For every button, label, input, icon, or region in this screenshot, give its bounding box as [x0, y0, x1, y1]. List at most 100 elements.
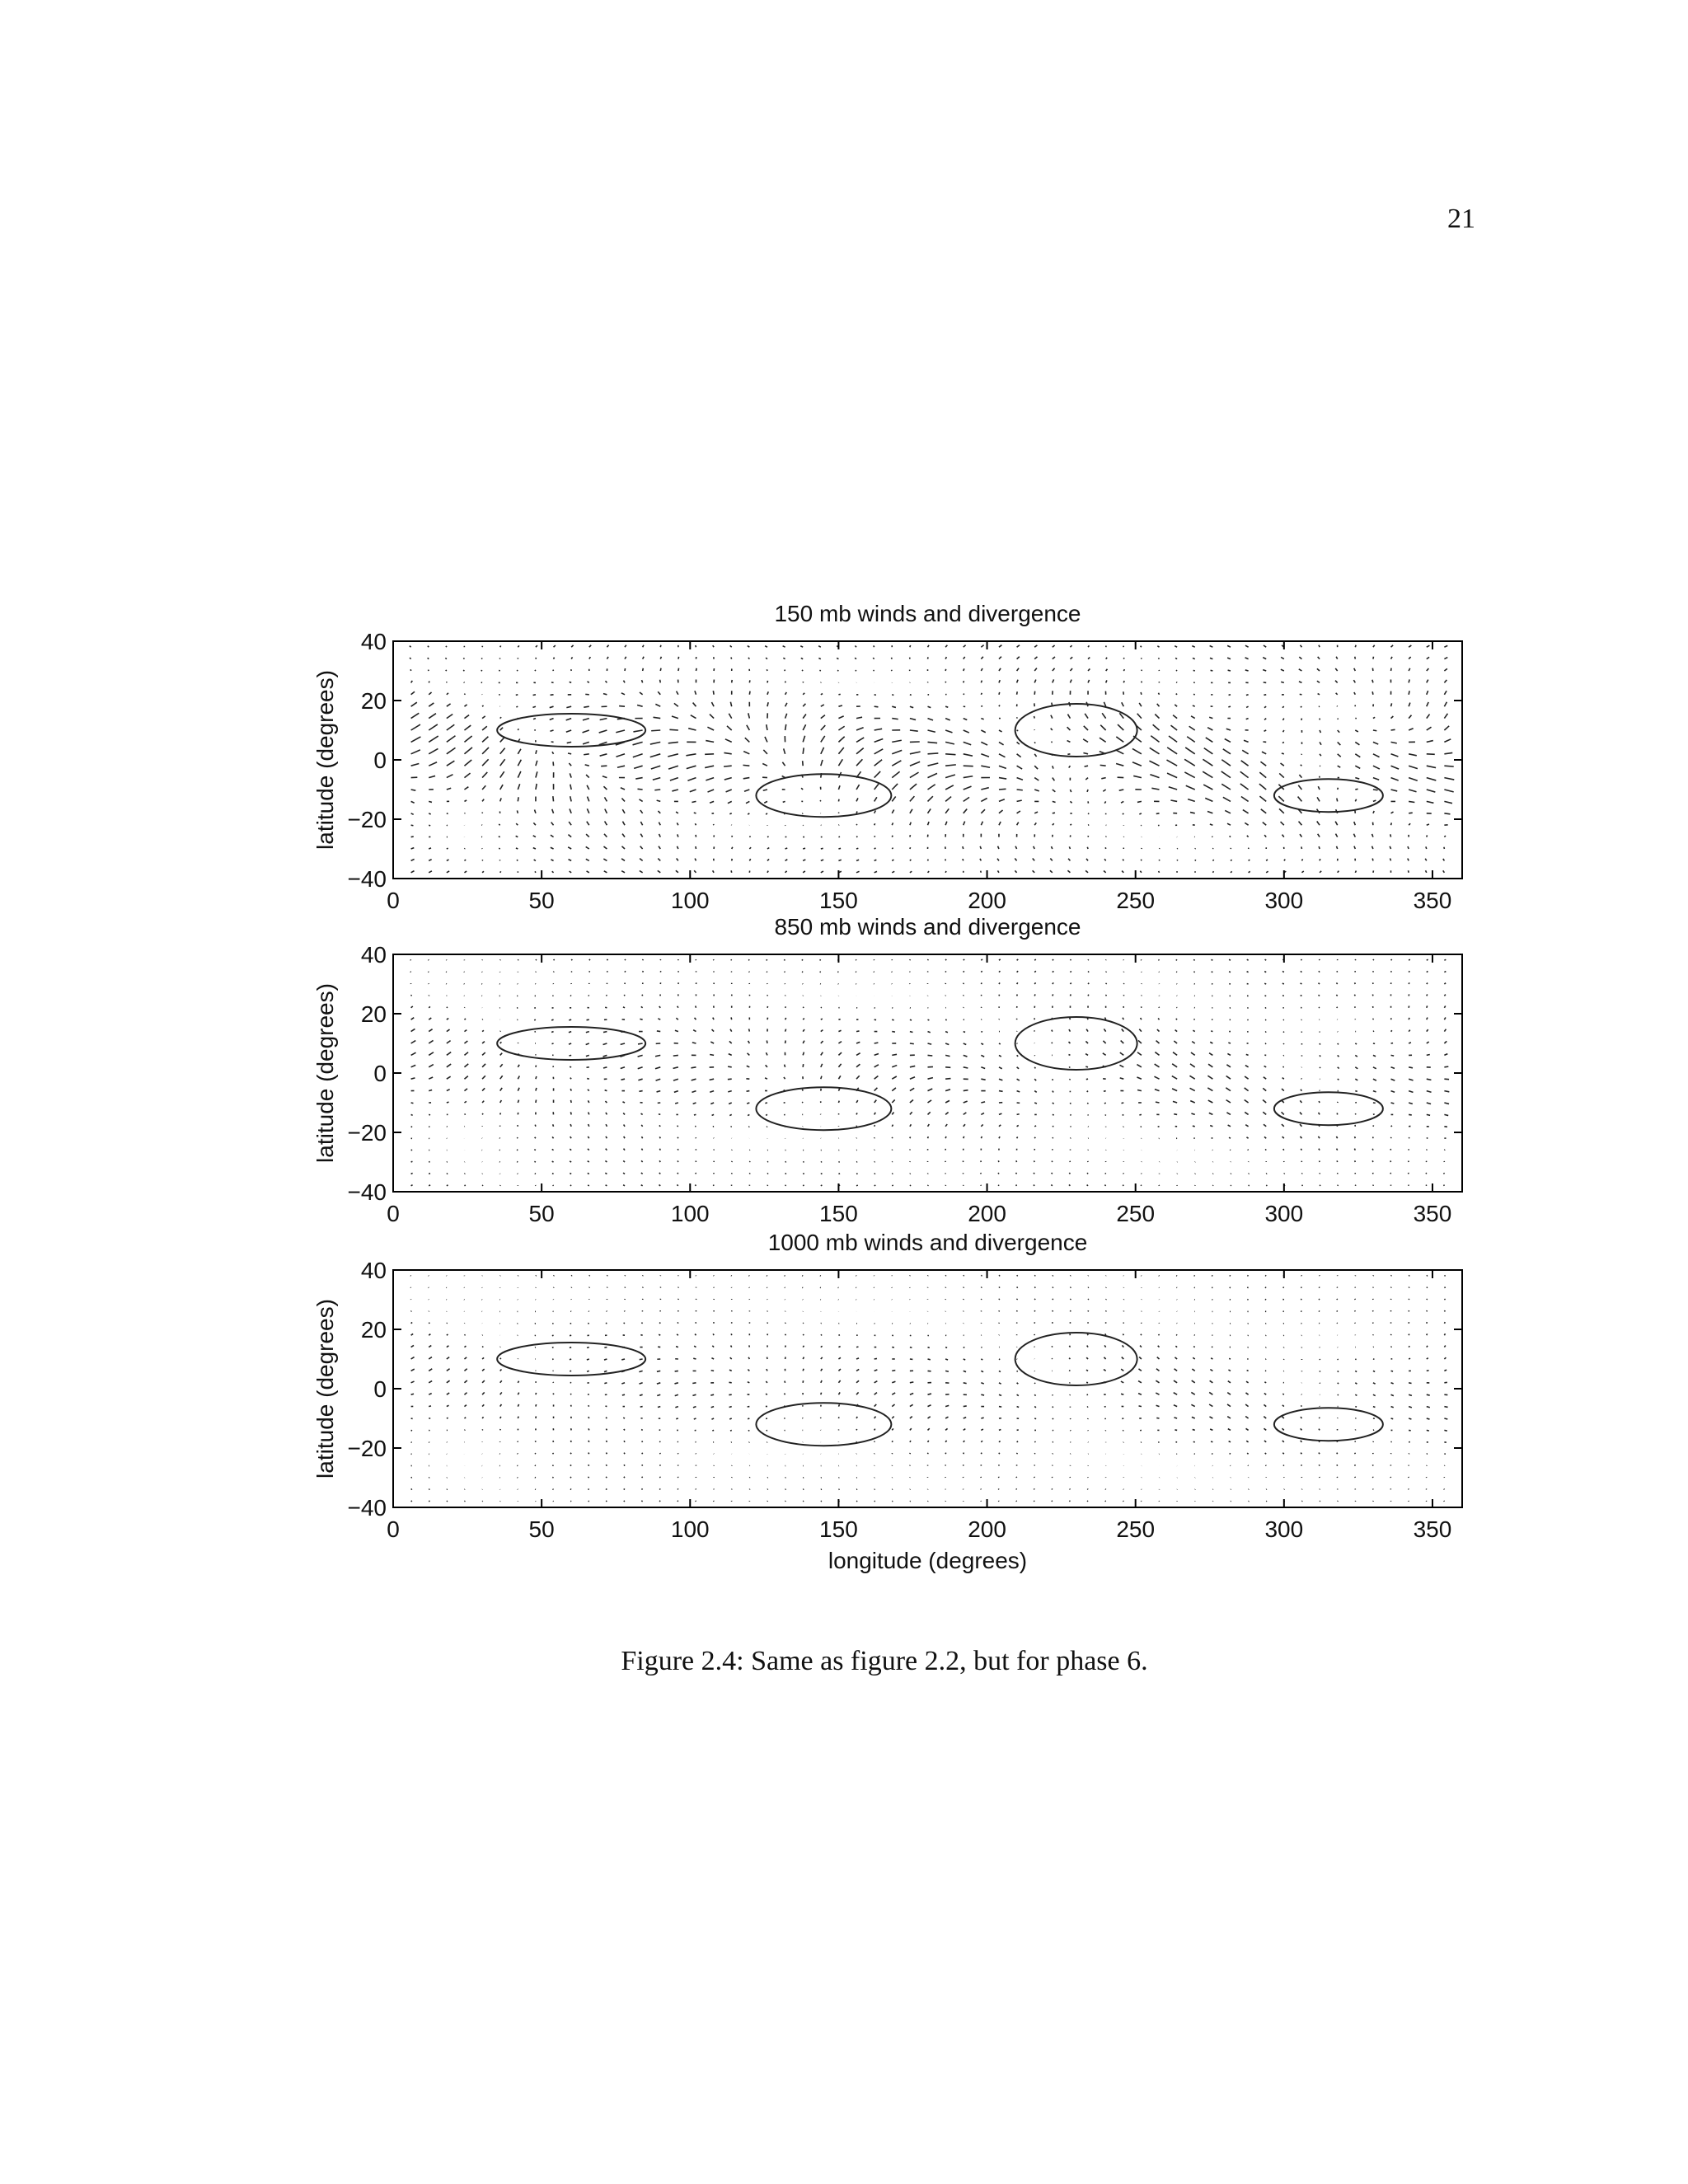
wind-vector [963, 775, 973, 779]
wind-vector [623, 1440, 626, 1443]
wind-vector [837, 725, 846, 731]
wind-vector [727, 800, 733, 804]
wind-vector [582, 717, 590, 721]
wind-vector [837, 799, 840, 802]
wind-vector [801, 1089, 804, 1091]
wind-vector [874, 738, 884, 743]
wind-vector [1016, 1286, 1019, 1289]
wind-vector [706, 776, 715, 781]
wind-vector [1069, 679, 1072, 683]
wind-vector [1444, 789, 1454, 793]
wind-vector [710, 1405, 715, 1408]
wind-vector [652, 776, 661, 781]
wind-vector [891, 1392, 896, 1395]
wind-vector [1170, 724, 1178, 731]
wind-vector [605, 1440, 608, 1443]
wind-vector [1353, 1148, 1357, 1151]
wind-vector [1184, 747, 1196, 755]
wind-vector [1264, 1381, 1267, 1384]
wind-vector [729, 1357, 733, 1360]
wind-vector [481, 747, 490, 755]
wind-vector [1443, 690, 1447, 696]
wind-vector [1192, 1357, 1196, 1360]
wind-vector [632, 753, 643, 758]
wind-vector [945, 1404, 950, 1408]
wind-vector [711, 869, 715, 874]
wind-vector [1104, 1113, 1107, 1116]
wind-vector [586, 808, 590, 814]
wind-vector [1069, 1298, 1071, 1301]
wind-vector [1354, 1298, 1357, 1301]
wind-vector [636, 704, 643, 707]
wind-vector [926, 1111, 931, 1115]
wind-vector [586, 796, 590, 802]
wind-vector [1087, 1298, 1090, 1301]
wind-vector [909, 761, 921, 766]
wind-vector [909, 859, 912, 861]
wind-vector [534, 1452, 537, 1455]
wind-vector [410, 1064, 416, 1068]
wind-vector [1120, 1380, 1124, 1384]
wind-vector [1034, 789, 1039, 792]
wind-vector [1444, 1429, 1447, 1432]
wind-vector [1015, 1500, 1018, 1502]
wind-vector [570, 1428, 572, 1431]
wind-vector [998, 994, 1001, 996]
wind-vector [891, 1160, 893, 1163]
wind-vector [1085, 1052, 1089, 1057]
wind-vector [1121, 1028, 1124, 1033]
wind-vector [1014, 858, 1018, 861]
wind-vector [746, 1065, 750, 1068]
wind-vector [1283, 859, 1286, 861]
wind-vector [1245, 705, 1249, 709]
wind-vector [1390, 776, 1399, 781]
wind-vector [945, 1440, 948, 1443]
wind-vector [603, 1066, 607, 1069]
wind-vector [534, 1030, 537, 1033]
wind-vector [1426, 644, 1430, 648]
wind-vector [909, 717, 917, 721]
wind-vector [428, 1028, 434, 1033]
wind-vector [909, 729, 918, 733]
wind-vector [1426, 1113, 1431, 1117]
wind-vector [1372, 870, 1375, 873]
wind-vector [783, 1113, 785, 1116]
wind-vector [588, 958, 591, 961]
wind-vector [588, 1440, 590, 1443]
wind-vector [1085, 1357, 1089, 1360]
wind-vector [1104, 680, 1108, 683]
wind-vector [981, 1054, 985, 1057]
wind-vector [1354, 1066, 1358, 1070]
x-axis-label: longitude (degrees) [828, 1548, 1027, 1573]
wind-vector [1264, 1148, 1267, 1151]
wind-vector [891, 1380, 896, 1384]
x-tick-label: 300 [1264, 1201, 1303, 1226]
wind-vector [446, 760, 455, 766]
wind-vector [1424, 869, 1428, 874]
wind-vector [1191, 1368, 1196, 1372]
wind-vector [1138, 1356, 1142, 1360]
wind-vector [481, 771, 488, 779]
wind-vector [945, 1077, 951, 1080]
wind-vector [1372, 994, 1374, 996]
wind-vector [1355, 1090, 1357, 1093]
wind-vector [1069, 656, 1073, 660]
wind-vector [1226, 1075, 1231, 1080]
wind-vector [1242, 808, 1250, 814]
wind-vector [762, 762, 768, 766]
wind-vector [1426, 1333, 1428, 1336]
wind-vector [1212, 870, 1215, 874]
wind-vector [410, 1344, 415, 1348]
wind-vector [767, 846, 770, 850]
wind-vector [767, 870, 769, 874]
wind-vector [649, 753, 661, 758]
wind-vector [747, 1113, 750, 1117]
wind-vector [1353, 668, 1357, 672]
wind-vector [909, 808, 913, 814]
wind-vector [1443, 1310, 1447, 1312]
wind-vector [1354, 799, 1357, 802]
wind-vector [1426, 701, 1429, 707]
wind-vector [998, 1298, 1001, 1301]
wind-vector [1016, 958, 1019, 961]
wind-vector [892, 739, 902, 743]
